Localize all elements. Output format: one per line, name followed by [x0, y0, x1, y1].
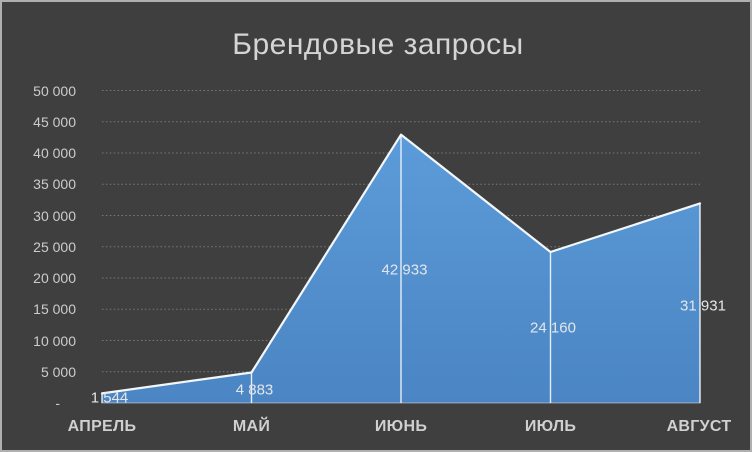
series-line	[100, 133, 702, 395]
